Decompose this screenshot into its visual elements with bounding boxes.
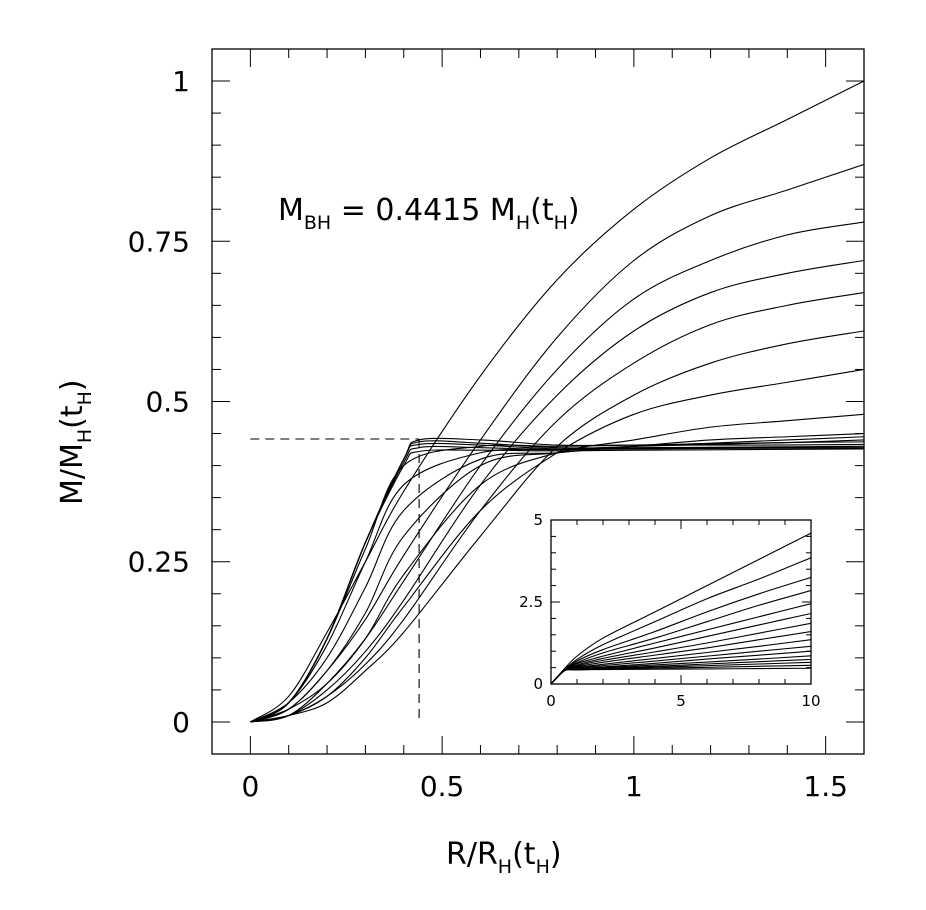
inset-x-tick-label: 10	[801, 692, 820, 710]
main-x-tick-label: 0.5	[420, 770, 465, 803]
main-series-group	[250, 80, 864, 723]
annotation-black-hole-mass: MBH = 0.4415 MH(tH)	[278, 193, 580, 234]
inset-y-tick-label: 0	[533, 675, 543, 693]
main-series-line-curve-17	[250, 448, 864, 723]
inset-series-line-inset-1	[551, 532, 811, 684]
inset-series-group	[551, 532, 811, 684]
inset-y-tick-label: 2.5	[519, 593, 543, 611]
main-x-tick-label: 1.5	[803, 770, 848, 803]
main-y-tick-label: 0.5	[145, 386, 190, 419]
x-axis-label: R/RH(tH)	[446, 837, 562, 878]
main-x-tick-label: 1	[625, 770, 643, 803]
main-y-tick-label: 1	[172, 65, 190, 98]
main-y-tick-label: 0.75	[128, 225, 190, 258]
main-y-tick-label: 0.25	[128, 546, 190, 579]
inset-x-tick-label: 0	[546, 692, 556, 710]
main-series-line-curve-7	[250, 368, 864, 723]
inset-y-tick-label: 5	[533, 511, 543, 529]
main-series-line-curve-6	[250, 330, 864, 723]
main-y-tick-label: 0	[172, 706, 190, 739]
y-axis-label: M/MH(tH)	[55, 379, 96, 505]
inset-plot: 0 5 10 0 2.5 5	[519, 511, 820, 710]
main-x-tick-label: 0	[241, 770, 259, 803]
main-plot: 0 0.5 1 1.5 0 0.25 0.5 0.75 1 R/RH(tH) M/MH(tH) MBH…	[55, 48, 865, 878]
main-series-line-curve-8	[250, 413, 864, 723]
main-series-line-curve-4	[250, 259, 864, 723]
main-series-line-curve-9	[250, 433, 864, 723]
inset-plot-frame	[550, 519, 812, 685]
main-series-line-curve-10	[250, 436, 864, 723]
inset-x-tick-label: 5	[676, 692, 686, 710]
main-series-line-curve-1	[250, 80, 864, 723]
inset-series-line-inset-16	[551, 667, 811, 684]
